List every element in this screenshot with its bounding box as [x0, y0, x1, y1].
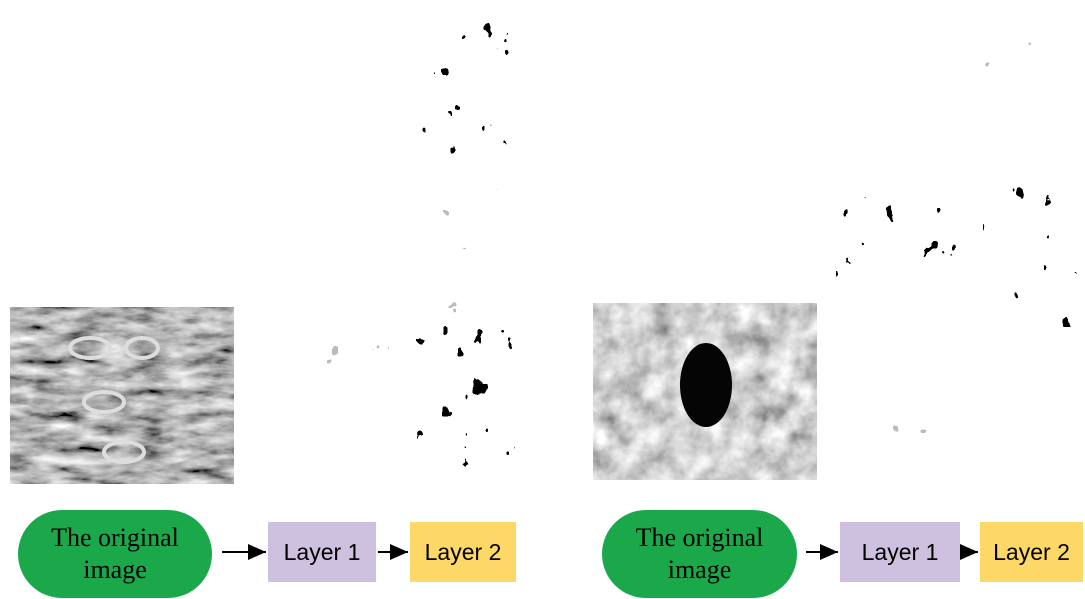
- original-image-hole: [680, 343, 732, 427]
- page: The original image Layer 1 Layer 2 The o…: [0, 0, 1085, 599]
- layer2-label: Layer 2: [410, 522, 516, 582]
- layer2-image: [412, 8, 515, 168]
- layer1-image: [257, 272, 389, 378]
- layer2-image: [412, 168, 515, 318]
- original-label: The original image: [602, 510, 797, 598]
- layer2-label: Layer 2: [980, 522, 1083, 582]
- layer2-image: [412, 318, 515, 482]
- layer1-image: [836, 289, 959, 383]
- layer2-image: [983, 187, 1077, 327]
- layer2-image: [983, 327, 1077, 480]
- layer1-label: Layer 1: [268, 522, 376, 582]
- layer1-image: [836, 383, 959, 480]
- layer1-image: [257, 170, 389, 272]
- layer1-image: [257, 378, 389, 482]
- layer1-image: [836, 197, 959, 289]
- layer1-label: Layer 1: [840, 522, 960, 582]
- layer2-image: [983, 37, 1077, 187]
- original-label: The original image: [18, 510, 212, 598]
